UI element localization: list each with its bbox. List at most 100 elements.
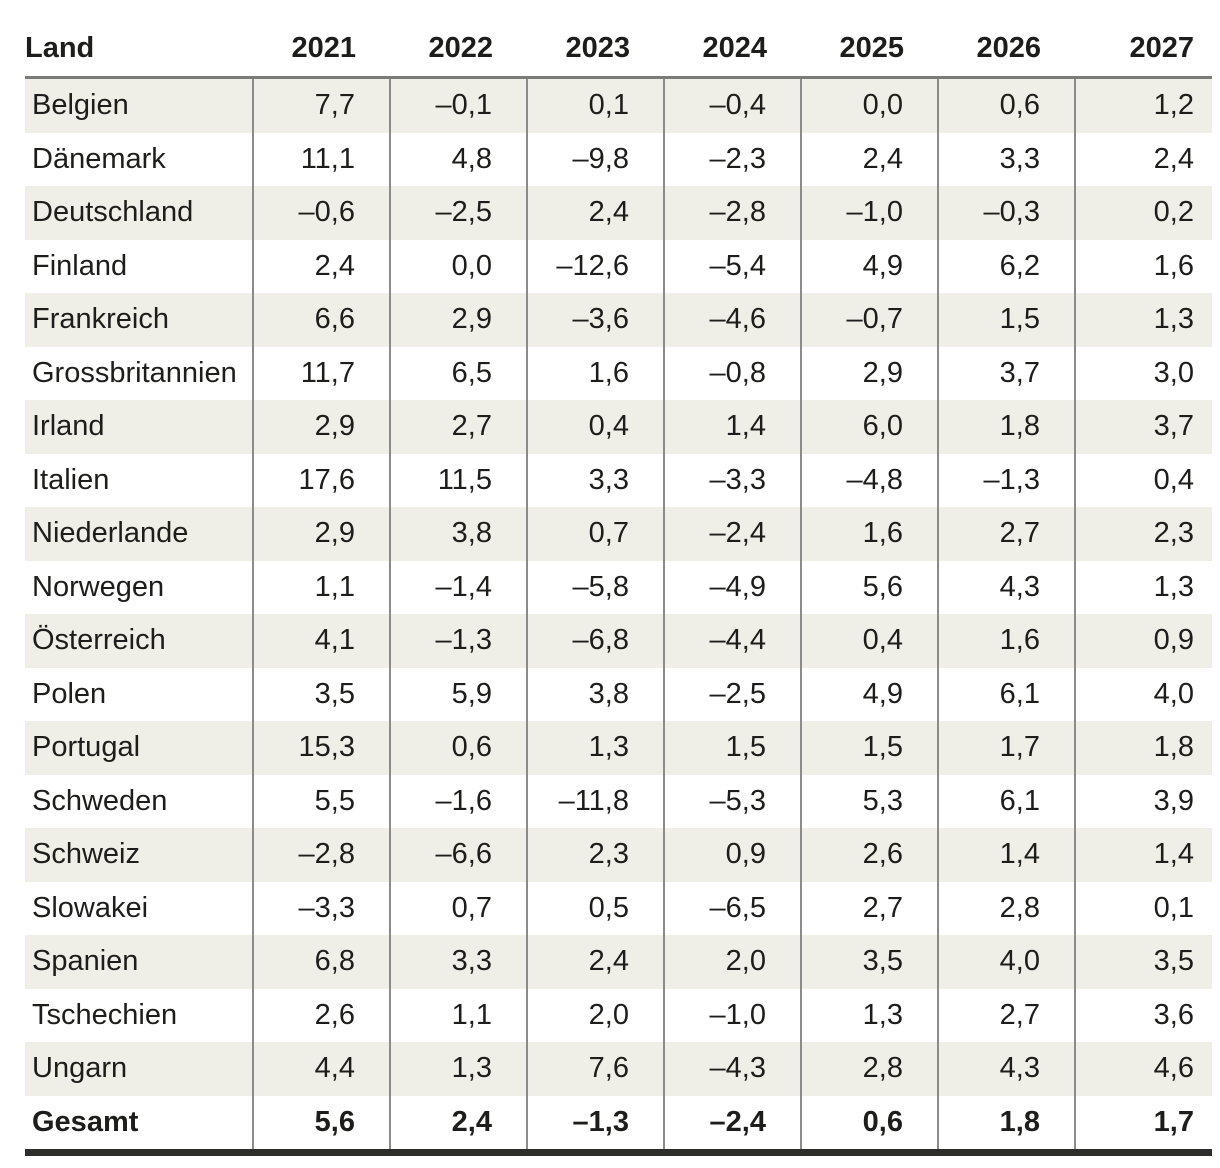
value-cell: 3,3 <box>526 453 664 507</box>
value-cell: 11,5 <box>389 453 527 507</box>
table-header: Land 2021 2022 2023 2024 2025 2026 2027 <box>25 26 1212 79</box>
value-cell: 2,4 <box>389 1095 527 1153</box>
column-header-year: 2025 <box>801 26 938 79</box>
value-cell: –4,3 <box>663 1042 801 1096</box>
value-cell: 0,0 <box>800 77 938 133</box>
value-cell: –6,8 <box>526 614 664 668</box>
value-cell: –3,6 <box>526 293 664 347</box>
value-cell: –2,4 <box>663 507 801 561</box>
value-cell: –2,5 <box>389 186 527 240</box>
table-row: Grossbritannien 11,7 6,5 1,6 –0,8 2,9 3,7 3,0 <box>25 346 1212 400</box>
value-cell: –6,5 <box>663 881 801 935</box>
value-cell: 0,6 <box>937 77 1075 133</box>
table-row: Spanien 6,8 3,3 2,4 2,0 3,5 4,0 3,5 <box>25 935 1212 989</box>
value-cell: 4,9 <box>800 667 938 721</box>
land-cell: Grossbritannien <box>32 356 237 389</box>
table-container: Land 2021 2022 2023 2024 2025 2026 2027 Belgien… <box>25 26 1212 1156</box>
table-row: Slowakei –3,3 0,7 0,5 –6,5 2,7 2,8 0,1 <box>25 881 1212 935</box>
value-cell: 11,1 <box>252 132 390 186</box>
value-cell: 3,5 <box>252 667 390 721</box>
value-cell: 2,9 <box>252 507 390 561</box>
value-cell: –1,3 <box>526 1095 664 1153</box>
column-header-year: 2027 <box>1075 26 1212 79</box>
value-cell: 1,4 <box>663 400 801 454</box>
value-cell: 2,9 <box>389 293 527 347</box>
value-cell: 2,7 <box>800 881 938 935</box>
value-cell: 1,3 <box>389 1042 527 1096</box>
table-row: Portugal 15,3 0,6 1,3 1,5 1,5 1,7 1,8 <box>25 721 1212 775</box>
land-cell: Niederlande <box>32 517 189 550</box>
value-cell: 1,3 <box>1074 560 1212 614</box>
value-cell: 1,6 <box>526 346 664 400</box>
value-cell: –0,4 <box>663 77 801 133</box>
land-cell: Irland <box>32 410 105 443</box>
value-cell: 15,3 <box>252 721 390 775</box>
table-row: Schweden 5,5 –1,6 –11,8 –5,3 5,3 6,1 3,9 <box>25 774 1212 828</box>
land-cell: Norwegen <box>32 570 165 603</box>
value-cell: –1,4 <box>389 560 527 614</box>
value-cell: 0,6 <box>389 721 527 775</box>
value-cell: 1,1 <box>389 988 527 1042</box>
value-cell: 1,6 <box>937 614 1075 668</box>
value-cell: 2,0 <box>663 935 801 989</box>
value-cell: 0,6 <box>800 1095 938 1153</box>
table-body: Belgien 7,7 –0,1 0,1 –0,4 0,0 0,6 1,2 Dänemark 11… <box>25 77 1212 1153</box>
table-row: Norwegen 1,1 –1,4 –5,8 –4,9 5,6 4,3 1,3 <box>25 560 1212 614</box>
value-cell: 0,7 <box>526 507 664 561</box>
value-cell: 6,8 <box>252 935 390 989</box>
table-row: Dänemark 11,1 4,8 –9,8 –2,3 2,4 3,3 2,4 <box>25 132 1212 186</box>
value-cell: 0,4 <box>800 614 938 668</box>
value-cell: 4,9 <box>800 239 938 293</box>
land-cell: Slowakei <box>32 891 149 924</box>
land-cell: Italien <box>32 463 110 496</box>
value-cell: 5,6 <box>252 1095 390 1153</box>
value-cell: –1,0 <box>663 988 801 1042</box>
value-cell: –4,6 <box>663 293 801 347</box>
value-cell: 5,9 <box>389 667 527 721</box>
value-cell: 4,1 <box>252 614 390 668</box>
value-cell: –11,8 <box>526 774 664 828</box>
value-cell: 1,6 <box>800 507 938 561</box>
value-cell: –6,6 <box>389 828 527 882</box>
value-cell: –1,3 <box>389 614 527 668</box>
value-cell: 2,4 <box>1074 132 1212 186</box>
value-cell: 2,9 <box>252 400 390 454</box>
value-cell: 1,6 <box>1074 239 1212 293</box>
value-cell: –4,4 <box>663 614 801 668</box>
table-row: Irland 2,9 2,7 0,4 1,4 6,0 1,8 3,7 <box>25 400 1212 454</box>
value-cell: –3,3 <box>663 453 801 507</box>
value-cell: 3,8 <box>389 507 527 561</box>
table-row: Belgien 7,7 –0,1 0,1 –0,4 0,0 0,6 1,2 <box>25 77 1212 133</box>
value-cell: 2,0 <box>526 988 664 1042</box>
value-cell: 1,4 <box>1074 828 1212 882</box>
header-row: Land 2021 2022 2023 2024 2025 2026 2027 <box>25 26 1212 79</box>
value-cell: 2,6 <box>800 828 938 882</box>
value-cell: 1,5 <box>663 721 801 775</box>
table-row: Deutschland –0,6 –2,5 2,4 –2,8 –1,0 –0,3 0,2 <box>25 186 1212 240</box>
value-cell: 2,4 <box>526 186 664 240</box>
value-cell: –1,3 <box>937 453 1075 507</box>
value-cell: –5,3 <box>663 774 801 828</box>
value-cell: –4,8 <box>800 453 938 507</box>
value-cell: –0,3 <box>937 186 1075 240</box>
value-cell: 1,7 <box>1074 1095 1212 1153</box>
value-cell: 3,8 <box>526 667 664 721</box>
value-cell: 2,7 <box>937 507 1075 561</box>
column-header-year: 2021 <box>253 26 390 79</box>
value-cell: 2,4 <box>800 132 938 186</box>
value-cell: 0,9 <box>1074 614 1212 668</box>
value-cell: 0,5 <box>526 881 664 935</box>
value-cell: 3,6 <box>1074 988 1212 1042</box>
value-cell: 6,1 <box>937 667 1075 721</box>
land-cell: Deutschland <box>32 196 194 229</box>
value-cell: 2,3 <box>1074 507 1212 561</box>
column-header-year: 2023 <box>527 26 664 79</box>
value-cell: 0,9 <box>663 828 801 882</box>
column-header-year: 2026 <box>938 26 1075 79</box>
land-cell: Spanien <box>32 945 139 978</box>
land-cell: Finland <box>32 249 128 282</box>
value-cell: 17,6 <box>252 453 390 507</box>
value-cell: 2,8 <box>800 1042 938 1096</box>
value-cell: 4,8 <box>389 132 527 186</box>
land-cell: Ungarn <box>32 1052 128 1085</box>
